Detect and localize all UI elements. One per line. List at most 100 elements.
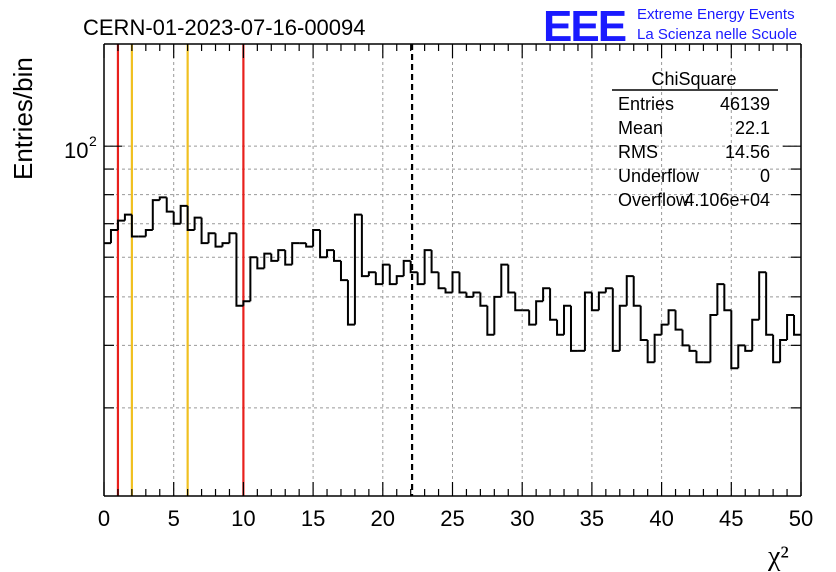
- histogram-bin: [186, 205, 195, 231]
- x-tick-label: 30: [510, 506, 534, 531]
- histogram-bin: [465, 292, 474, 298]
- histogram-bin: [751, 318, 760, 351]
- histogram-bin: [214, 233, 223, 248]
- histogram-bin: [249, 256, 258, 302]
- histogram-bin: [228, 232, 237, 244]
- histogram-bin: [423, 249, 432, 285]
- eee-logo: EEE: [543, 2, 626, 51]
- histogram-bin: [556, 319, 565, 336]
- histogram-bin: [765, 272, 774, 336]
- histogram-bin: [360, 214, 369, 278]
- histogram-bin: [193, 216, 202, 230]
- x-tick-label: 50: [789, 506, 813, 531]
- histogram-bin: [500, 263, 509, 297]
- histogram-bin: [479, 292, 488, 307]
- x-tick-label: 15: [301, 506, 325, 531]
- histogram-bin: [270, 253, 279, 262]
- logo-subtitle-2: La Scienza nelle Scuole: [637, 26, 797, 43]
- histogram-bin: [123, 213, 132, 221]
- histogram-bin: [207, 232, 216, 244]
- x-tick-label: 40: [649, 506, 673, 531]
- histogram-bin: [388, 264, 397, 286]
- histogram-bin: [367, 271, 376, 277]
- histogram-bin: [639, 305, 648, 341]
- x-tick-label: 35: [580, 506, 604, 531]
- histogram-bin: [437, 272, 446, 290]
- histogram-bin: [695, 350, 704, 364]
- histogram-bin: [319, 229, 328, 259]
- histogram-bin: [179, 204, 188, 224]
- histogram-bin: [625, 275, 634, 306]
- histogram-bin: [493, 295, 502, 335]
- histogram-bin: [709, 313, 718, 363]
- histogram-bin: [263, 252, 272, 269]
- histogram-bin: [374, 272, 383, 286]
- histogram-bin: [737, 344, 746, 369]
- histogram-bin: [723, 284, 732, 312]
- histogram-bin: [130, 214, 139, 238]
- histogram-bin: [312, 228, 321, 247]
- histogram-bin: [151, 199, 160, 230]
- run-title: CERN-01-2023-07-16-00094: [83, 15, 366, 40]
- stats-row-value: 0: [760, 166, 770, 186]
- histogram-bin: [507, 264, 516, 294]
- stats-row-value: 46139: [720, 94, 770, 114]
- stats-row-label: Mean: [618, 118, 663, 138]
- histogram-bin: [158, 196, 167, 201]
- grid-layer: [104, 44, 801, 496]
- histogram-bin: [611, 288, 620, 352]
- histogram-bin: [242, 300, 251, 306]
- histogram-bin: [793, 314, 801, 336]
- histogram-bin: [284, 250, 293, 266]
- histogram-bin: [597, 291, 606, 311]
- stats-row-label: RMS: [618, 142, 658, 162]
- histogram-bin: [549, 288, 558, 321]
- histogram-bin: [779, 338, 788, 363]
- histogram-bin: [535, 300, 544, 325]
- stats-box: ChiSquare Entries 46139 Mean 22.1 RMS 14.56 Un…: [612, 69, 778, 210]
- stats-box-title: ChiSquare: [651, 69, 736, 89]
- histogram-bin: [291, 242, 300, 265]
- histogram-bin: [569, 305, 578, 352]
- stats-row-value: 14.56: [725, 142, 770, 162]
- histogram-bin: [542, 287, 551, 302]
- histogram-bin: [116, 219, 125, 230]
- x-tick-label: 45: [719, 506, 743, 531]
- histogram-bin: [681, 329, 690, 347]
- histogram-bin: [221, 242, 230, 247]
- histogram-bin: [200, 217, 209, 245]
- histogram-bin: [451, 271, 460, 293]
- x-tick-label: 5: [168, 506, 180, 531]
- histogram-bin: [326, 249, 335, 258]
- histogram-bin: [744, 345, 753, 352]
- histogram-bin: [305, 243, 314, 248]
- histogram-bin: [528, 310, 537, 326]
- histogram-bin: [402, 259, 411, 277]
- histogram-bin: [339, 260, 348, 282]
- histogram-bin: [688, 345, 697, 352]
- histogram-bin: [486, 305, 495, 336]
- histogram-bin: [472, 291, 481, 297]
- histogram-bin: [674, 310, 683, 331]
- histogram-bin: [716, 283, 725, 315]
- histogram-bin: [416, 272, 425, 286]
- vertical-lines-layer: [116, 44, 414, 496]
- histogram-layer: [104, 196, 801, 370]
- histogram-bin: [353, 213, 362, 325]
- y-tick-label-exponent: 2: [89, 133, 97, 149]
- histogram-bin: [646, 339, 655, 364]
- histogram-bin: [590, 292, 599, 312]
- stats-row-label: Entries: [618, 94, 674, 114]
- histogram-bin: [444, 288, 453, 294]
- histogram-bin: [165, 197, 174, 213]
- histogram-bin: [256, 257, 265, 270]
- stats-row-label: Underflow: [618, 166, 700, 186]
- histogram-bin: [235, 233, 244, 307]
- histogram-bin: [667, 309, 676, 325]
- histogram-bin: [632, 276, 641, 307]
- y-axis-label: Entries/bin: [8, 57, 38, 180]
- logo-subtitle-1: Extreme Energy Events: [637, 6, 795, 23]
